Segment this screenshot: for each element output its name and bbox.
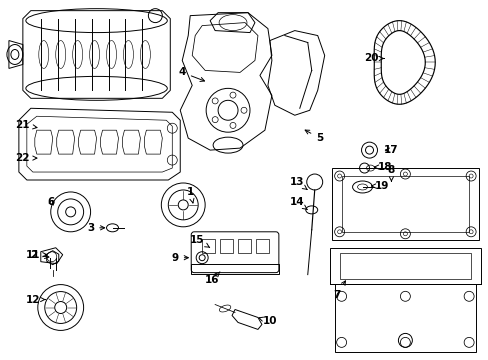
- Text: 16: 16: [204, 272, 220, 285]
- Text: 8: 8: [387, 165, 394, 181]
- Text: 10: 10: [259, 316, 277, 327]
- Text: 3: 3: [87, 223, 104, 233]
- Text: 2: 2: [30, 250, 49, 260]
- Text: 19: 19: [371, 181, 389, 191]
- Text: 17: 17: [384, 145, 398, 155]
- Text: 15: 15: [189, 235, 209, 247]
- Bar: [238, 239, 250, 253]
- Bar: [331, 168, 478, 240]
- Text: 14: 14: [289, 197, 306, 210]
- Bar: [191, 264, 278, 274]
- Text: 18: 18: [374, 162, 392, 172]
- Bar: [220, 239, 233, 253]
- Bar: [334, 284, 475, 352]
- Text: 5: 5: [305, 130, 323, 143]
- Text: 12: 12: [25, 294, 45, 305]
- Text: 7: 7: [332, 281, 345, 300]
- Bar: [329, 248, 480, 284]
- Text: 20: 20: [364, 54, 384, 63]
- Text: 21: 21: [16, 120, 37, 130]
- Text: 9: 9: [171, 253, 188, 263]
- Bar: [341, 176, 468, 232]
- Bar: [339, 253, 470, 279]
- Text: 13: 13: [289, 177, 306, 189]
- Text: 22: 22: [16, 153, 37, 163]
- Bar: [202, 239, 215, 253]
- Text: 4: 4: [178, 67, 204, 81]
- Bar: [255, 239, 268, 253]
- Text: 6: 6: [47, 197, 54, 207]
- Text: 11: 11: [25, 250, 47, 260]
- Text: 1: 1: [186, 187, 194, 203]
